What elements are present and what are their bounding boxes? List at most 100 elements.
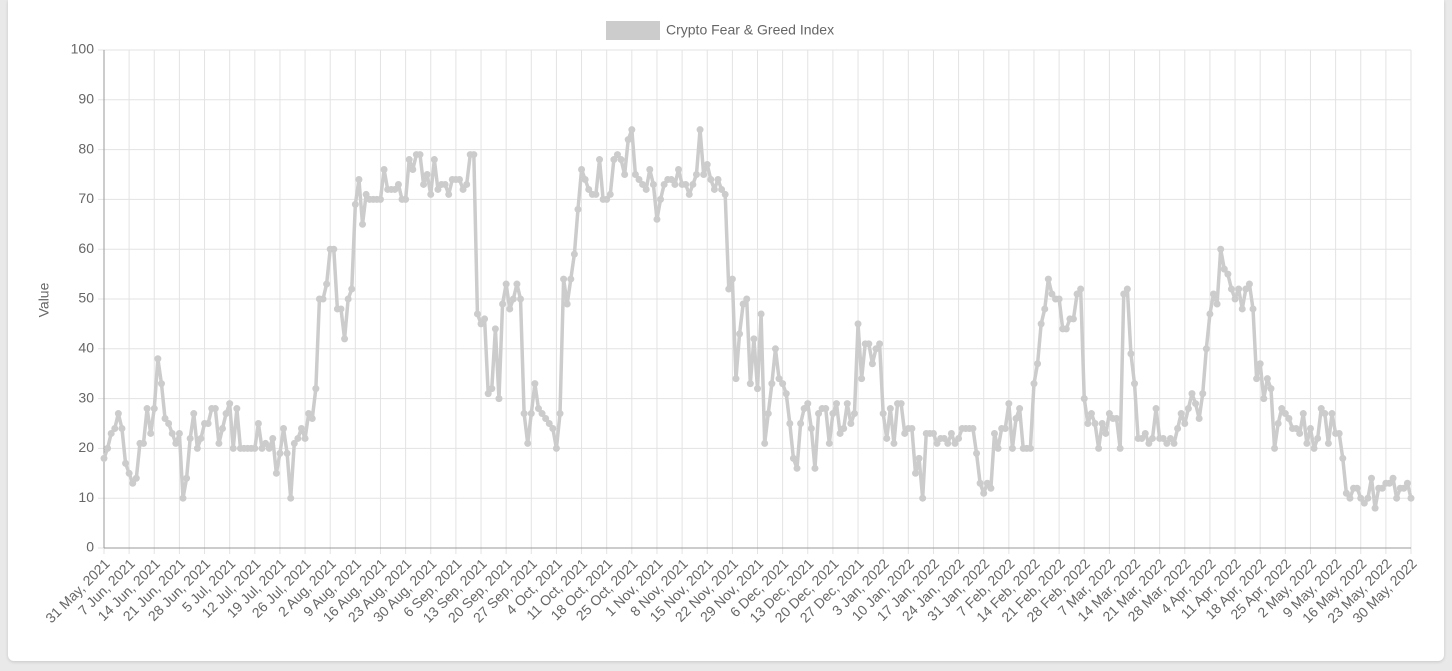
data-point xyxy=(797,420,805,427)
data-point xyxy=(1008,444,1016,452)
data-point xyxy=(1123,285,1131,293)
data-point xyxy=(1181,420,1189,427)
data-point xyxy=(789,454,797,462)
data-point xyxy=(771,345,779,353)
data-point xyxy=(168,429,176,437)
data-point xyxy=(1263,375,1271,383)
data-point xyxy=(610,156,618,164)
data-point xyxy=(1314,434,1322,442)
data-point xyxy=(355,175,363,183)
data-point xyxy=(631,171,639,178)
data-point xyxy=(122,459,130,467)
data-point xyxy=(825,439,833,447)
data-point xyxy=(405,156,413,164)
data-point xyxy=(1335,429,1343,437)
data-point xyxy=(815,410,823,418)
data-point xyxy=(222,410,230,418)
data-point xyxy=(578,166,586,174)
data-point xyxy=(132,474,140,482)
data-point xyxy=(994,444,1002,452)
data-point xyxy=(807,424,815,432)
data-point xyxy=(183,474,191,482)
data-point xyxy=(570,250,578,258)
data-point xyxy=(534,405,542,413)
data-point xyxy=(362,190,370,198)
data-point xyxy=(297,424,305,432)
data-point xyxy=(1152,405,1160,413)
data-point xyxy=(473,310,481,318)
data-point xyxy=(434,185,442,193)
data-point xyxy=(305,410,313,418)
data-point xyxy=(1034,360,1042,368)
data-point xyxy=(1256,360,1264,368)
data-point xyxy=(1037,320,1045,328)
chart-card xyxy=(8,0,1444,661)
data-point xyxy=(1030,380,1038,388)
data-point xyxy=(165,420,173,427)
data-point xyxy=(179,494,187,502)
data-point xyxy=(445,190,453,198)
data-point xyxy=(1357,494,1365,502)
data-point xyxy=(229,444,237,452)
data-point xyxy=(1120,290,1128,298)
data-point xyxy=(509,295,517,303)
data-point xyxy=(1041,305,1049,313)
data-point xyxy=(710,185,718,193)
data-point xyxy=(380,166,388,174)
data-point xyxy=(542,415,550,423)
data-point xyxy=(1069,315,1077,323)
data-point xyxy=(470,151,478,159)
data-point xyxy=(675,166,683,174)
data-point xyxy=(858,375,866,383)
data-point xyxy=(606,190,614,198)
data-point xyxy=(1131,380,1139,388)
data-point xyxy=(545,420,553,427)
data-point xyxy=(840,424,848,432)
data-point xyxy=(218,424,226,432)
data-point xyxy=(1105,410,1113,418)
data-point xyxy=(1210,290,1218,298)
data-point xyxy=(552,444,560,452)
data-point xyxy=(477,320,485,328)
data-point xyxy=(1145,439,1153,447)
data-point xyxy=(1012,415,1020,423)
data-point xyxy=(150,405,158,413)
data-point xyxy=(1364,494,1372,502)
data-point xyxy=(538,410,546,418)
data-point xyxy=(556,410,564,418)
data-point xyxy=(1141,429,1149,437)
data-point xyxy=(581,175,589,183)
data-point xyxy=(786,420,794,427)
data-point xyxy=(1303,439,1311,447)
data-point xyxy=(1317,405,1325,413)
data-point xyxy=(596,156,604,164)
data-point xyxy=(689,180,697,188)
data-point xyxy=(1378,484,1386,492)
data-point xyxy=(1220,265,1228,273)
data-point xyxy=(563,300,571,308)
data-point xyxy=(1371,504,1379,512)
y-tick-label: 90 xyxy=(78,91,94,107)
data-point xyxy=(829,410,837,418)
data-point xyxy=(337,305,345,313)
data-point xyxy=(161,415,169,423)
data-point xyxy=(850,410,858,418)
data-point xyxy=(139,439,147,447)
data-point xyxy=(696,126,704,134)
data-point xyxy=(1091,420,1099,427)
data-point xyxy=(459,185,467,193)
data-point xyxy=(491,325,499,333)
data-point xyxy=(287,494,295,502)
data-point xyxy=(549,424,557,432)
data-point xyxy=(172,439,180,447)
y-tick-label: 70 xyxy=(78,190,94,206)
data-point xyxy=(211,405,219,413)
data-point xyxy=(204,420,212,427)
data-point xyxy=(721,190,729,198)
data-point xyxy=(617,156,625,164)
data-point xyxy=(481,315,489,323)
y-tick-label: 30 xyxy=(78,389,94,405)
data-point xyxy=(1231,295,1239,303)
